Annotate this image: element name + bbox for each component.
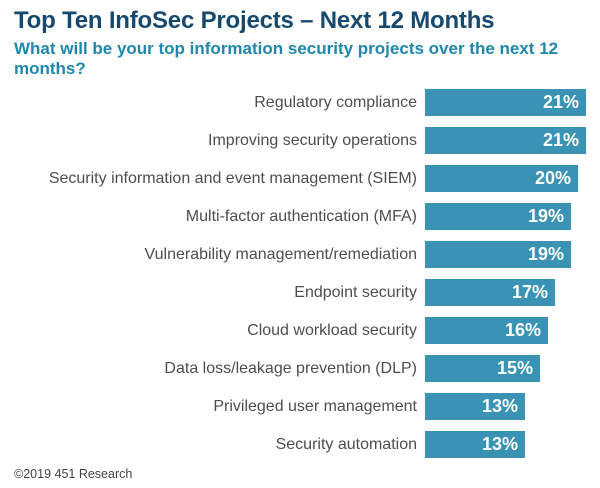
bar-category-label: Multi-factor authentication (MFA)	[185, 207, 417, 225]
bar-track: 20%	[425, 165, 600, 193]
bar-category-label: Endpoint security	[294, 283, 417, 301]
bar: 21%	[425, 127, 586, 155]
chart-row: Endpoint security 17%	[0, 274, 600, 312]
bar-value-label: 17%	[511, 282, 548, 303]
chart-row: Security information and event managemen…	[0, 160, 600, 198]
bar-track: 15%	[425, 355, 600, 383]
chart-row: Data loss/leakage prevention (DLP) 15%	[0, 350, 600, 388]
bar-category-label: Data loss/leakage prevention (DLP)	[164, 359, 417, 377]
bar-track: 19%	[425, 203, 600, 231]
chart-subtitle: What will be your top information securi…	[14, 38, 559, 78]
bar-track: 21%	[425, 89, 600, 117]
bar: 20%	[425, 165, 578, 193]
bar-track: 19%	[425, 241, 600, 269]
bar: 19%	[425, 203, 571, 231]
chart-row: Privileged user management 13%	[0, 388, 600, 426]
bar: 17%	[425, 279, 555, 307]
chart-row: Vulnerability management/remediation 19%	[0, 236, 600, 274]
chart-row: Cloud workload security 16%	[0, 312, 600, 350]
bar-track: 16%	[425, 317, 600, 345]
bar: 13%	[425, 431, 525, 459]
chart-title: Top Ten InfoSec Projects – Next 12 Month…	[14, 7, 495, 34]
bar-category-label: Cloud workload security	[247, 321, 417, 339]
bar-track: 13%	[425, 393, 600, 421]
bar-chart: Regulatory compliance 21% Improving secu…	[0, 84, 600, 464]
bar-category-label: Improving security operations	[208, 131, 417, 149]
copyright-notice: ©2019 451 Research	[14, 467, 133, 481]
chart-row: Security automation 13%	[0, 426, 600, 464]
bar: 21%	[425, 89, 586, 117]
bar-value-label: 19%	[527, 206, 564, 227]
bar: 16%	[425, 317, 548, 345]
bar-category-label: Vulnerability management/remediation	[144, 245, 417, 263]
bar-value-label: 13%	[481, 396, 518, 417]
bar-category-label: Security automation	[275, 435, 417, 453]
chart-header: Top Ten InfoSec Projects – Next 12 Month…	[0, 0, 600, 79]
bar-value-label: 15%	[496, 358, 533, 379]
bar-track: 17%	[425, 279, 600, 307]
bar-value-label: 21%	[542, 130, 579, 151]
chart-row: Multi-factor authentication (MFA) 19%	[0, 198, 600, 236]
bar-category-label: Regulatory compliance	[254, 93, 417, 111]
bar-value-label: 21%	[542, 92, 579, 113]
bar-value-label: 20%	[534, 168, 571, 189]
bar-track: 21%	[425, 127, 600, 155]
chart-row: Improving security operations 21%	[0, 122, 600, 160]
bar-value-label: 16%	[504, 320, 541, 341]
bar: 19%	[425, 241, 571, 269]
bar-category-label: Privileged user management	[213, 397, 417, 415]
bar-value-label: 19%	[527, 244, 564, 265]
bar-value-label: 13%	[481, 434, 518, 455]
bar: 13%	[425, 393, 525, 421]
bar-track: 13%	[425, 431, 600, 459]
chart-row: Regulatory compliance 21%	[0, 84, 600, 122]
bar: 15%	[425, 355, 540, 383]
bar-category-label: Security information and event managemen…	[48, 169, 417, 187]
